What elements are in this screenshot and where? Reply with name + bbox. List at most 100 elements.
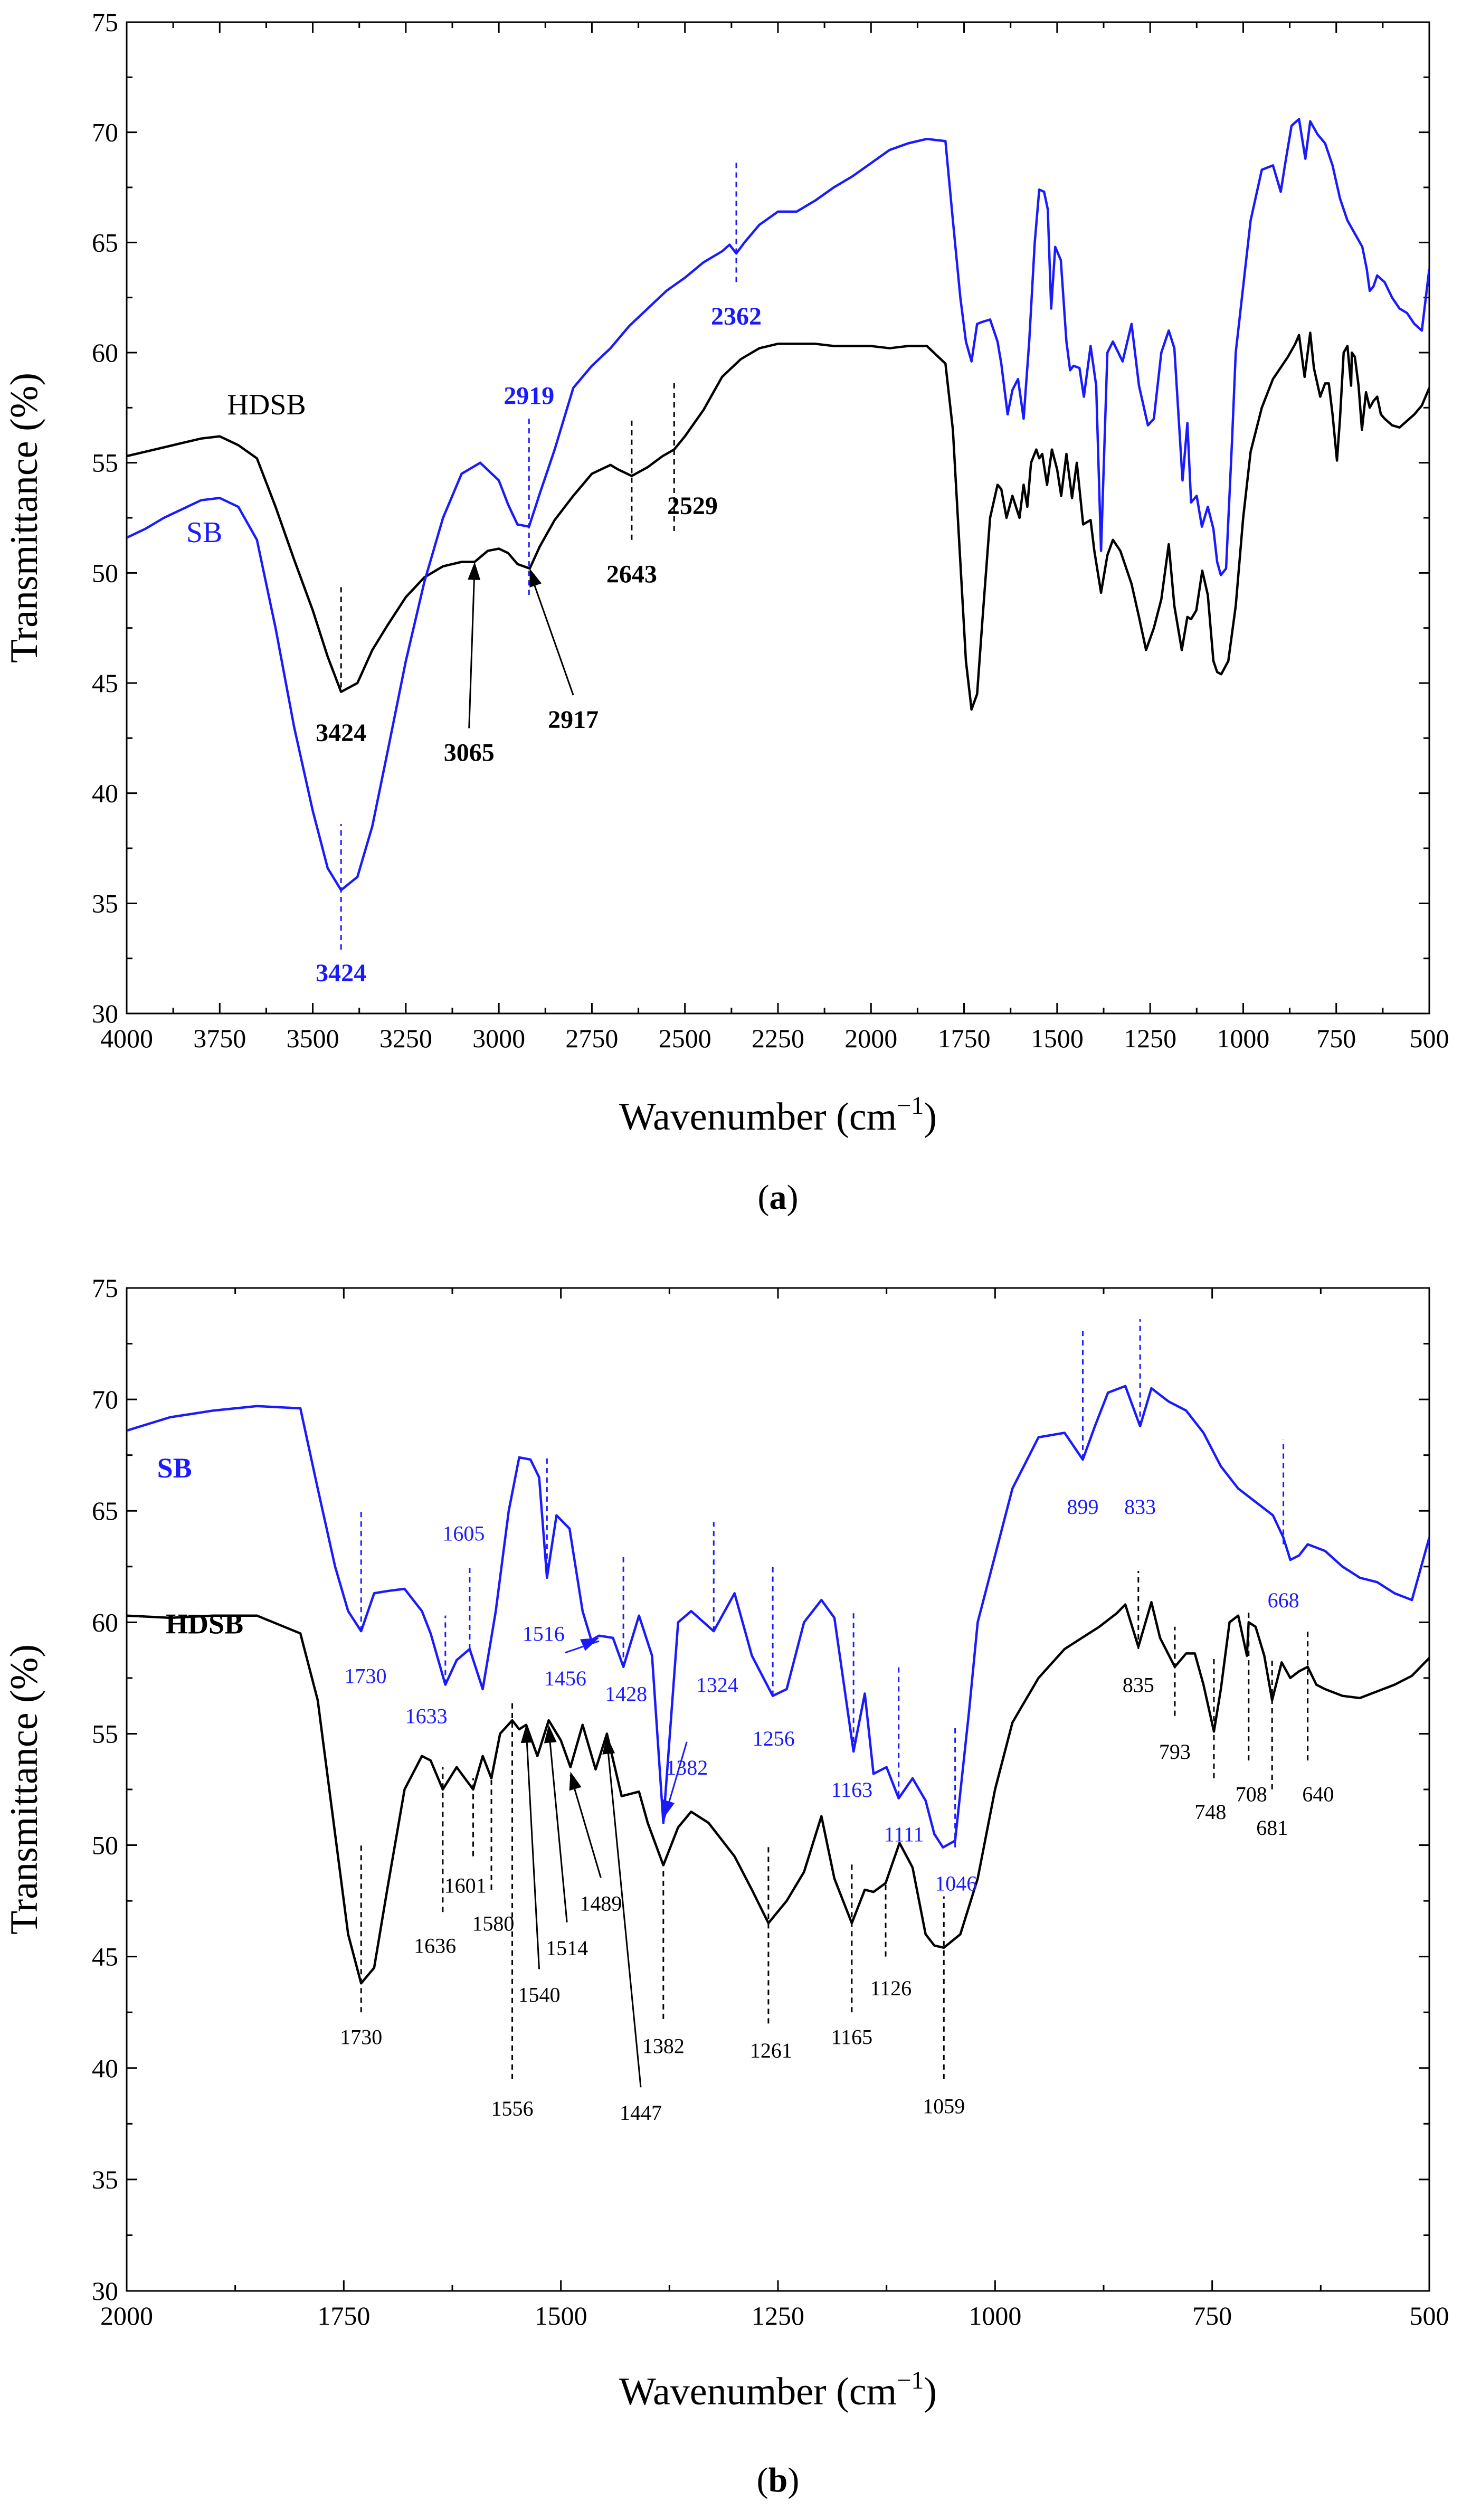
x-tick-label: 1750 bbox=[317, 2301, 370, 2330]
series-line-hdsb bbox=[0, 1602, 1429, 1983]
peak-label: 1165 bbox=[831, 2025, 873, 2049]
peak-label: 793 bbox=[1159, 1740, 1191, 1764]
peak-arrow-line bbox=[526, 1728, 539, 1969]
series-group bbox=[127, 119, 1429, 890]
y-tick-label: 55 bbox=[92, 1719, 118, 1748]
plot-frame bbox=[127, 22, 1429, 1013]
x-tick-label: 750 bbox=[1192, 2301, 1232, 2330]
peak-label: 1261 bbox=[750, 2039, 792, 2062]
x-tick-label: 1250 bbox=[752, 2301, 804, 2330]
x-tick-label: 2500 bbox=[659, 1024, 711, 1053]
y-tick-label: 60 bbox=[92, 1607, 118, 1637]
x-tick-label: 1750 bbox=[938, 1024, 991, 1053]
panel-caption: (b) bbox=[757, 2461, 800, 2499]
y-tick-label: 40 bbox=[92, 779, 118, 808]
peak-label: 1540 bbox=[518, 1983, 561, 2006]
peak-label: 833 bbox=[1124, 1495, 1156, 1519]
x-tick-label: 750 bbox=[1316, 1024, 1356, 1053]
peak-label: 1516 bbox=[523, 1622, 565, 1645]
x-tick-label: 2000 bbox=[844, 1024, 897, 1053]
plot-frame bbox=[127, 1288, 1429, 2291]
peak-label: 668 bbox=[1268, 1588, 1299, 1612]
peak-arrow-line bbox=[549, 1728, 567, 1922]
peak-label: 2919 bbox=[504, 382, 554, 410]
y-tick-label: 50 bbox=[92, 558, 118, 588]
peak-label: 1256 bbox=[753, 1727, 795, 1750]
panel-b: 2000 1750 1500 1250 1000 750 500 30 35 40 45 50 55 60… bbox=[0, 1273, 1449, 2499]
x-tick-label: 1250 bbox=[1124, 1024, 1176, 1053]
series-line-sb bbox=[127, 119, 1429, 890]
y-tick-label: 30 bbox=[92, 2276, 118, 2306]
x-tick-label: 2250 bbox=[752, 1024, 804, 1053]
y-axis-title: Transmittance (%) bbox=[3, 1644, 46, 1935]
peak-label: 3424 bbox=[316, 719, 366, 747]
x-tick-label: 2750 bbox=[565, 1024, 618, 1053]
y-tick-label: 70 bbox=[92, 1385, 118, 1414]
x-tick-label: 3250 bbox=[379, 1024, 432, 1053]
x-tick-label: 3000 bbox=[472, 1024, 525, 1053]
y-tick-label: 75 bbox=[92, 7, 118, 37]
x-tick-label: 500 bbox=[1410, 1024, 1449, 1053]
peak-label: 3065 bbox=[444, 739, 495, 767]
y-tick-label: 75 bbox=[92, 1273, 118, 1303]
peak-label: 748 bbox=[1194, 1800, 1226, 1824]
peak-label: 1382 bbox=[642, 2034, 685, 2058]
peak-label: 1730 bbox=[340, 2025, 382, 2049]
y-tick-label: 35 bbox=[92, 888, 118, 918]
y-tick-label: 45 bbox=[92, 668, 118, 698]
peak-arrow-line bbox=[469, 565, 475, 728]
peak-label: 1046 bbox=[935, 1871, 977, 1895]
peak-arrow-head bbox=[580, 1638, 599, 1651]
series-label-hdsb: HDSB bbox=[227, 389, 306, 421]
y-tick-label: 60 bbox=[92, 338, 118, 367]
peak-label: 3424 bbox=[316, 959, 366, 987]
y-tick-label: 30 bbox=[92, 999, 118, 1028]
ftir-figure-svg: 4000 3750 3500 3250 3000 2750 2500 2250 2000 1750… bbox=[0, 0, 1462, 2517]
peak-label: 2529 bbox=[667, 492, 718, 520]
y-tick-label: 65 bbox=[92, 228, 118, 257]
series-line-sb bbox=[0, 1386, 1429, 2166]
series-label-hdsb: HDSB bbox=[166, 1608, 243, 1640]
peak-label: 2917 bbox=[548, 706, 599, 734]
y-tick-label: 45 bbox=[92, 1942, 118, 1972]
y-tick-label: 65 bbox=[92, 1496, 118, 1526]
panel-caption: (a) bbox=[758, 1178, 799, 1217]
peak-label: 1605 bbox=[442, 1521, 485, 1545]
x-tick-label: 1500 bbox=[1031, 1024, 1084, 1053]
peak-label: 1382 bbox=[666, 1756, 708, 1779]
peak-arrow-head bbox=[529, 569, 542, 588]
peak-arrow-head bbox=[468, 562, 480, 580]
y-tick-label: 55 bbox=[92, 448, 118, 478]
panel-a: 4000 3750 3500 3250 3000 2750 2500 2250 2000 1750… bbox=[3, 7, 1449, 1217]
peak-label: 899 bbox=[1067, 1495, 1099, 1519]
peak-label: 1636 bbox=[414, 1934, 456, 1958]
peak-label: 2643 bbox=[606, 561, 657, 589]
peak-label: 1556 bbox=[491, 2097, 534, 2120]
peak-label: 1633 bbox=[405, 1704, 448, 1728]
series-label-sb: SB bbox=[157, 1452, 192, 1484]
x-axis: 2000 1750 1500 1250 1000 750 500 bbox=[100, 1288, 1449, 2330]
peak-label: 1601 bbox=[444, 1874, 487, 1898]
x-tick-label: 3750 bbox=[193, 1024, 246, 1053]
x-tick-label: 3500 bbox=[287, 1024, 339, 1053]
peak-label: 1428 bbox=[605, 1682, 647, 1706]
peak-label: 681 bbox=[1256, 1816, 1288, 1840]
x-tick-label: 1500 bbox=[535, 2301, 587, 2330]
peak-arrow-line bbox=[571, 1775, 601, 1878]
series-group bbox=[0, 1386, 1429, 2166]
x-axis-title: Wavenumber (cm−1) bbox=[619, 1092, 937, 1139]
x-tick-label: 1000 bbox=[1217, 1024, 1269, 1053]
series-label-sb: SB bbox=[186, 516, 223, 549]
peak-label: 1580 bbox=[472, 1911, 514, 1935]
y-tick-label: 50 bbox=[92, 1831, 118, 1860]
y-tick-label: 40 bbox=[92, 2053, 118, 2083]
peak-label: 1111 bbox=[884, 1822, 924, 1846]
peak-label: 1730 bbox=[344, 1664, 386, 1688]
peak-label: 2362 bbox=[711, 302, 762, 330]
peak-label: 835 bbox=[1123, 1673, 1154, 1697]
x-axis: 4000 3750 3500 3250 3000 2750 2500 2250 2000 1750… bbox=[100, 22, 1449, 1053]
x-axis-title: Wavenumber (cm−1) bbox=[619, 2366, 937, 2413]
peak-label: 708 bbox=[1236, 1782, 1267, 1806]
peak-label: 1059 bbox=[923, 2095, 965, 2118]
peak-arrow-line bbox=[530, 572, 574, 695]
